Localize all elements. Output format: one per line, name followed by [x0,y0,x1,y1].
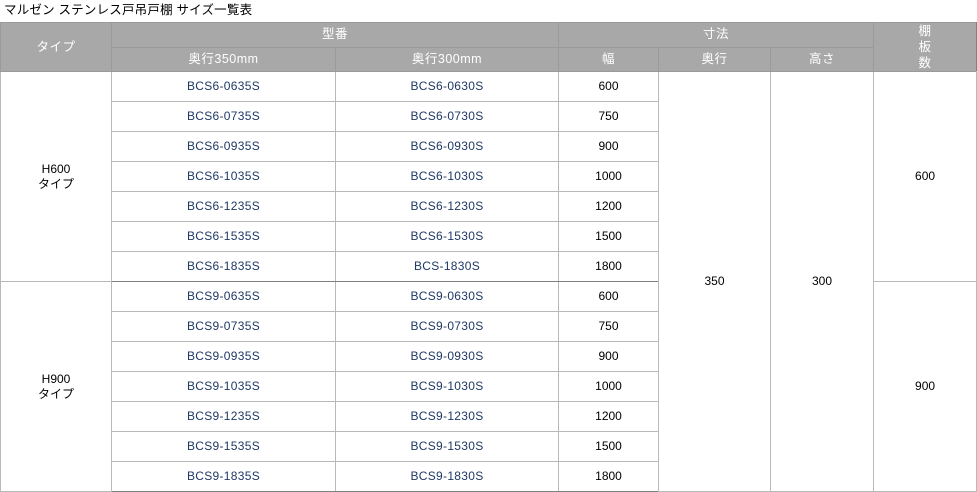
size-spec-table: タイプ 型番 寸法 棚 板 数 奥行350mm 奥行300mm 幅 奥行 高さ [0,22,977,492]
model-350: BCS9-0635S [111,281,336,312]
type-label-line-2: タイプ [37,176,74,191]
width-value: 1000 [558,161,660,192]
table-row: BCS9-0935S BCS9-0930S 900 [1,341,977,372]
model-350: BCS9-0935S [111,341,336,372]
header-height: 高さ [770,46,875,72]
height-value-h600: 600 [873,71,977,282]
model-350: BCS9-1535S [111,431,336,462]
model-300: BCS9-1030S [334,371,560,402]
width-value: 600 [558,281,660,312]
width-value: 1000 [558,371,660,402]
table-row: H600 タイプ BCS6-0635S BCS6-0630S 600 350 3… [0,71,977,492]
header-depth-350: 奥行350mm [111,46,336,72]
width-value: 1500 [558,221,660,252]
table-row: BCS6-1035S BCS6-1030S 1000 [1,161,977,192]
model-300: BCS9-1830S [334,461,560,492]
table-row: BCS9-0735S BCS9-0730S 750 [1,311,977,342]
model-350: BCS9-0735S [111,311,336,342]
model-350: BCS6-0935S [111,131,336,162]
header-tanaita-count: 棚 板 数 [873,22,977,72]
header-depth-300: 奥行300mm [334,46,560,72]
width-value: 900 [558,131,660,162]
model-300: BCS6-0930S [334,131,560,162]
page-title: マルゼン ステンレス戸吊戸棚 サイズ一覧表 [4,3,253,17]
model-300: BCS9-0630S [334,281,560,312]
width-value: 1200 [558,401,660,432]
model-300: BCS6-0630S [334,71,560,102]
model-350: BCS6-0735S [111,101,336,132]
table-row: BCS6-1535S BCS6-1530S 1500 [1,221,977,252]
header-sunpo: 寸法 [558,22,875,48]
header-width: 幅 [558,46,660,72]
model-300: BCS-1830S [334,251,560,282]
width-value: 750 [558,311,660,342]
header-depth: 奥行 [658,46,772,72]
height-value-h900: 900 [873,281,977,492]
header-tanaita-char-2: 板 [918,40,932,54]
table-row: BCS6-0935S BCS6-0930S 900 [1,131,977,162]
depth-300-value: 300 [770,71,875,492]
model-300: BCS6-0730S [334,101,560,132]
header-tanaita-char-1: 棚 [918,24,932,38]
table-row: BCS6-0735S BCS6-0730S 750 [1,101,977,132]
header-type: タイプ [0,22,112,72]
type-label-line-1: H900 [41,371,71,386]
width-value: 1200 [558,191,660,222]
depth-350-value: 350 [658,71,772,492]
width-value: 750 [558,101,660,132]
type-label-line-1: H600 [41,161,71,176]
type-label-line-2: タイプ [37,386,74,401]
table-body: H600 タイプ BCS6-0635S BCS6-0630S 600 350 3… [0,71,977,492]
model-300: BCS9-0930S [334,341,560,372]
table-row: BCS9-1535S BCS9-1530S 1500 [1,431,977,462]
model-300: BCS6-1530S [334,221,560,252]
model-300: BCS6-1230S [334,191,560,222]
model-350: BCS6-1835S [111,251,336,282]
type-cell-h600: H600 タイプ [0,71,112,282]
width-value: 600 [558,71,660,102]
model-350: BCS9-1835S [111,461,336,492]
width-value: 900 [558,341,660,372]
header-row-sub: 奥行350mm 奥行300mm 幅 奥行 高さ [1,46,977,72]
model-350: BCS6-1235S [111,191,336,222]
model-350: BCS6-0635S [111,71,336,102]
header-kataban: 型番 [110,22,560,48]
spec-sheet-page: マルゼン ステンレス戸吊戸棚 サイズ一覧表 タイプ 型番 寸法 棚 [0,3,977,492]
header-row-top: タイプ 型番 寸法 棚 板 数 [0,22,977,72]
table-row: H900 タイプ BCS9-0635S BCS9-0630S 600 900 2 [0,281,977,492]
width-value: 1500 [558,431,660,462]
spec-table-container: タイプ 型番 寸法 棚 板 数 奥行350mm 奥行300mm 幅 奥行 高さ [0,22,977,492]
header-tanaita-char-3: 数 [918,56,932,70]
model-350: BCS6-1535S [111,221,336,252]
table-header: タイプ 型番 寸法 棚 板 数 奥行350mm 奥行300mm 幅 奥行 高さ [0,22,977,72]
model-350: BCS6-1035S [111,161,336,192]
model-350: BCS9-1235S [111,401,336,432]
model-300: BCS9-1230S [334,401,560,432]
width-value: 1800 [558,251,660,282]
table-row: BCS6-1235S BCS6-1230S 1200 [1,191,977,222]
model-300: BCS6-1030S [334,161,560,192]
model-300: BCS9-0730S [334,311,560,342]
table-row: BCS9-1235S BCS9-1230S 1200 [1,401,977,432]
table-row: BCS9-1035S BCS9-1030S 1000 [1,371,977,402]
model-350: BCS9-1035S [111,371,336,402]
model-300: BCS9-1530S [334,431,560,462]
width-value: 1800 [558,461,660,492]
type-cell-h900: H900 タイプ [0,281,112,492]
